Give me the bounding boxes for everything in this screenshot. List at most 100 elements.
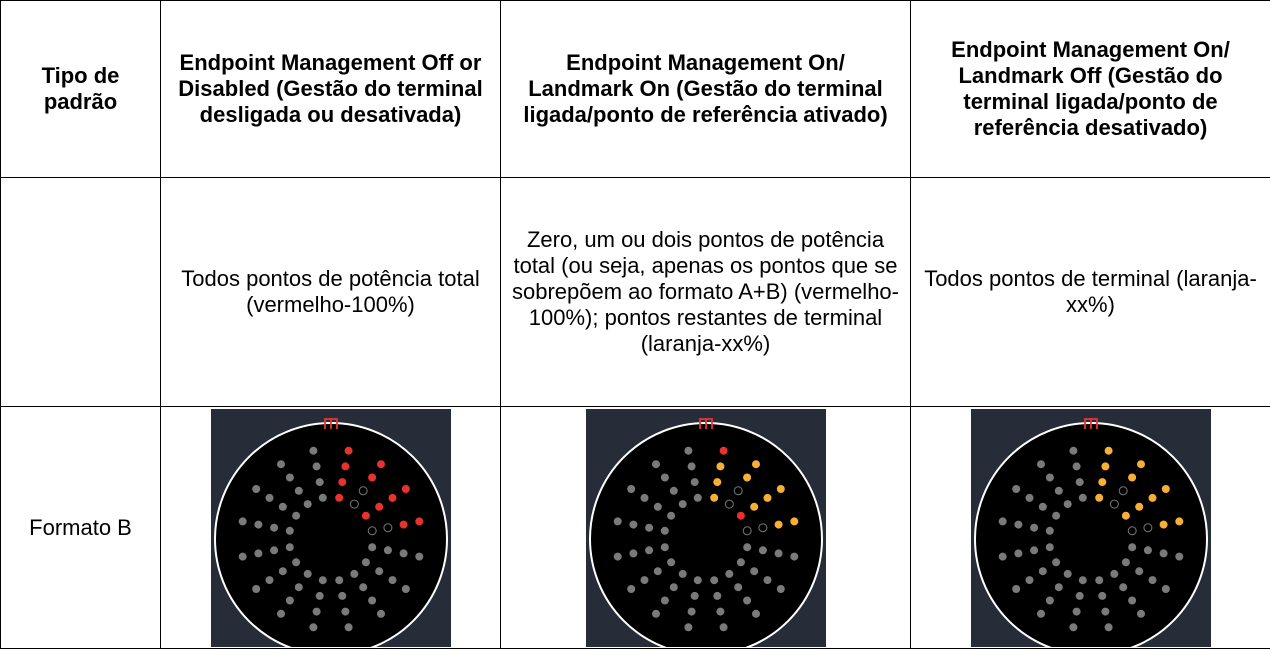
dot	[640, 576, 648, 585]
dot	[251, 485, 260, 493]
dot	[660, 473, 669, 482]
dot	[253, 520, 262, 529]
dot	[1104, 623, 1113, 632]
dot	[742, 526, 752, 536]
dot	[690, 478, 699, 487]
dot	[1159, 520, 1168, 529]
dot	[733, 486, 743, 496]
dot	[613, 552, 622, 561]
dot	[291, 511, 300, 520]
dot	[644, 523, 653, 532]
dot	[312, 462, 321, 471]
dot	[315, 591, 324, 600]
dot	[340, 607, 349, 616]
dot	[383, 546, 392, 555]
dot	[1127, 596, 1136, 605]
dot	[1127, 543, 1136, 552]
dot	[998, 517, 1007, 526]
dot	[1159, 549, 1168, 558]
dot	[715, 462, 724, 471]
cell: Formato B	[0, 406, 161, 649]
dot	[613, 517, 622, 526]
dot	[238, 552, 247, 561]
dot	[742, 596, 751, 605]
dot	[1045, 543, 1054, 552]
dot	[640, 493, 648, 502]
dot	[1078, 493, 1087, 502]
dot	[334, 493, 343, 502]
dot	[1063, 500, 1072, 509]
dot	[269, 523, 278, 532]
dot	[278, 502, 287, 511]
header-cell: Tipo de padrão	[0, 0, 161, 178]
dot	[719, 446, 728, 455]
dot	[660, 596, 669, 605]
dot	[719, 623, 728, 632]
dot	[1109, 569, 1118, 578]
dot	[693, 576, 702, 585]
dot	[1011, 485, 1020, 493]
row: Todos pontos de potência total (vermelho…	[0, 177, 1270, 407]
dot	[687, 607, 696, 616]
dot	[1054, 486, 1063, 495]
dot	[758, 546, 767, 555]
dot	[1121, 511, 1130, 520]
dot	[1136, 460, 1145, 469]
dot	[414, 552, 423, 561]
dot	[683, 446, 692, 455]
dot	[687, 462, 696, 471]
dot	[666, 511, 675, 520]
marker	[1083, 418, 1098, 429]
cell	[910, 406, 1270, 649]
dot	[308, 623, 317, 632]
dot	[628, 549, 637, 558]
dot	[1174, 517, 1183, 526]
dot	[1036, 609, 1045, 618]
dot	[715, 607, 724, 616]
dot	[776, 585, 785, 593]
dot	[253, 549, 262, 558]
dot	[1118, 583, 1127, 592]
dot	[1038, 567, 1047, 576]
dot	[1127, 526, 1137, 536]
dot	[344, 623, 353, 632]
dot	[367, 543, 376, 552]
dot	[358, 486, 368, 496]
dot	[644, 546, 653, 555]
dot	[789, 517, 798, 526]
dot	[1142, 523, 1152, 533]
dot	[399, 549, 408, 558]
dot	[1100, 607, 1109, 616]
cell: Zero, um ou dois pontos de potência tota…	[500, 177, 911, 407]
dot	[382, 523, 392, 533]
dot	[1134, 502, 1143, 511]
dot	[265, 576, 273, 585]
cell: Todos pontos de terminal (laranja-xx%)	[910, 177, 1270, 407]
cell: Todos pontos de potência total (vermelho…	[160, 177, 501, 407]
dot	[361, 558, 370, 567]
dot	[1161, 585, 1170, 593]
dot	[628, 520, 637, 529]
dot	[1134, 567, 1143, 576]
dot	[669, 486, 678, 495]
dot	[1072, 607, 1081, 616]
dot	[276, 460, 285, 469]
cell	[0, 177, 161, 407]
dot	[388, 576, 396, 585]
dot	[276, 609, 285, 618]
dot	[303, 569, 312, 578]
dot	[1045, 526, 1054, 535]
dot	[238, 517, 247, 526]
dot	[1038, 502, 1047, 511]
dot	[712, 591, 721, 600]
dot	[1118, 486, 1128, 496]
dot	[1097, 591, 1106, 600]
dot	[763, 576, 771, 585]
dot	[367, 596, 376, 605]
dot	[285, 543, 294, 552]
dot	[742, 543, 751, 552]
pattern-image	[210, 409, 451, 647]
dot	[998, 552, 1007, 561]
dot	[709, 576, 718, 585]
